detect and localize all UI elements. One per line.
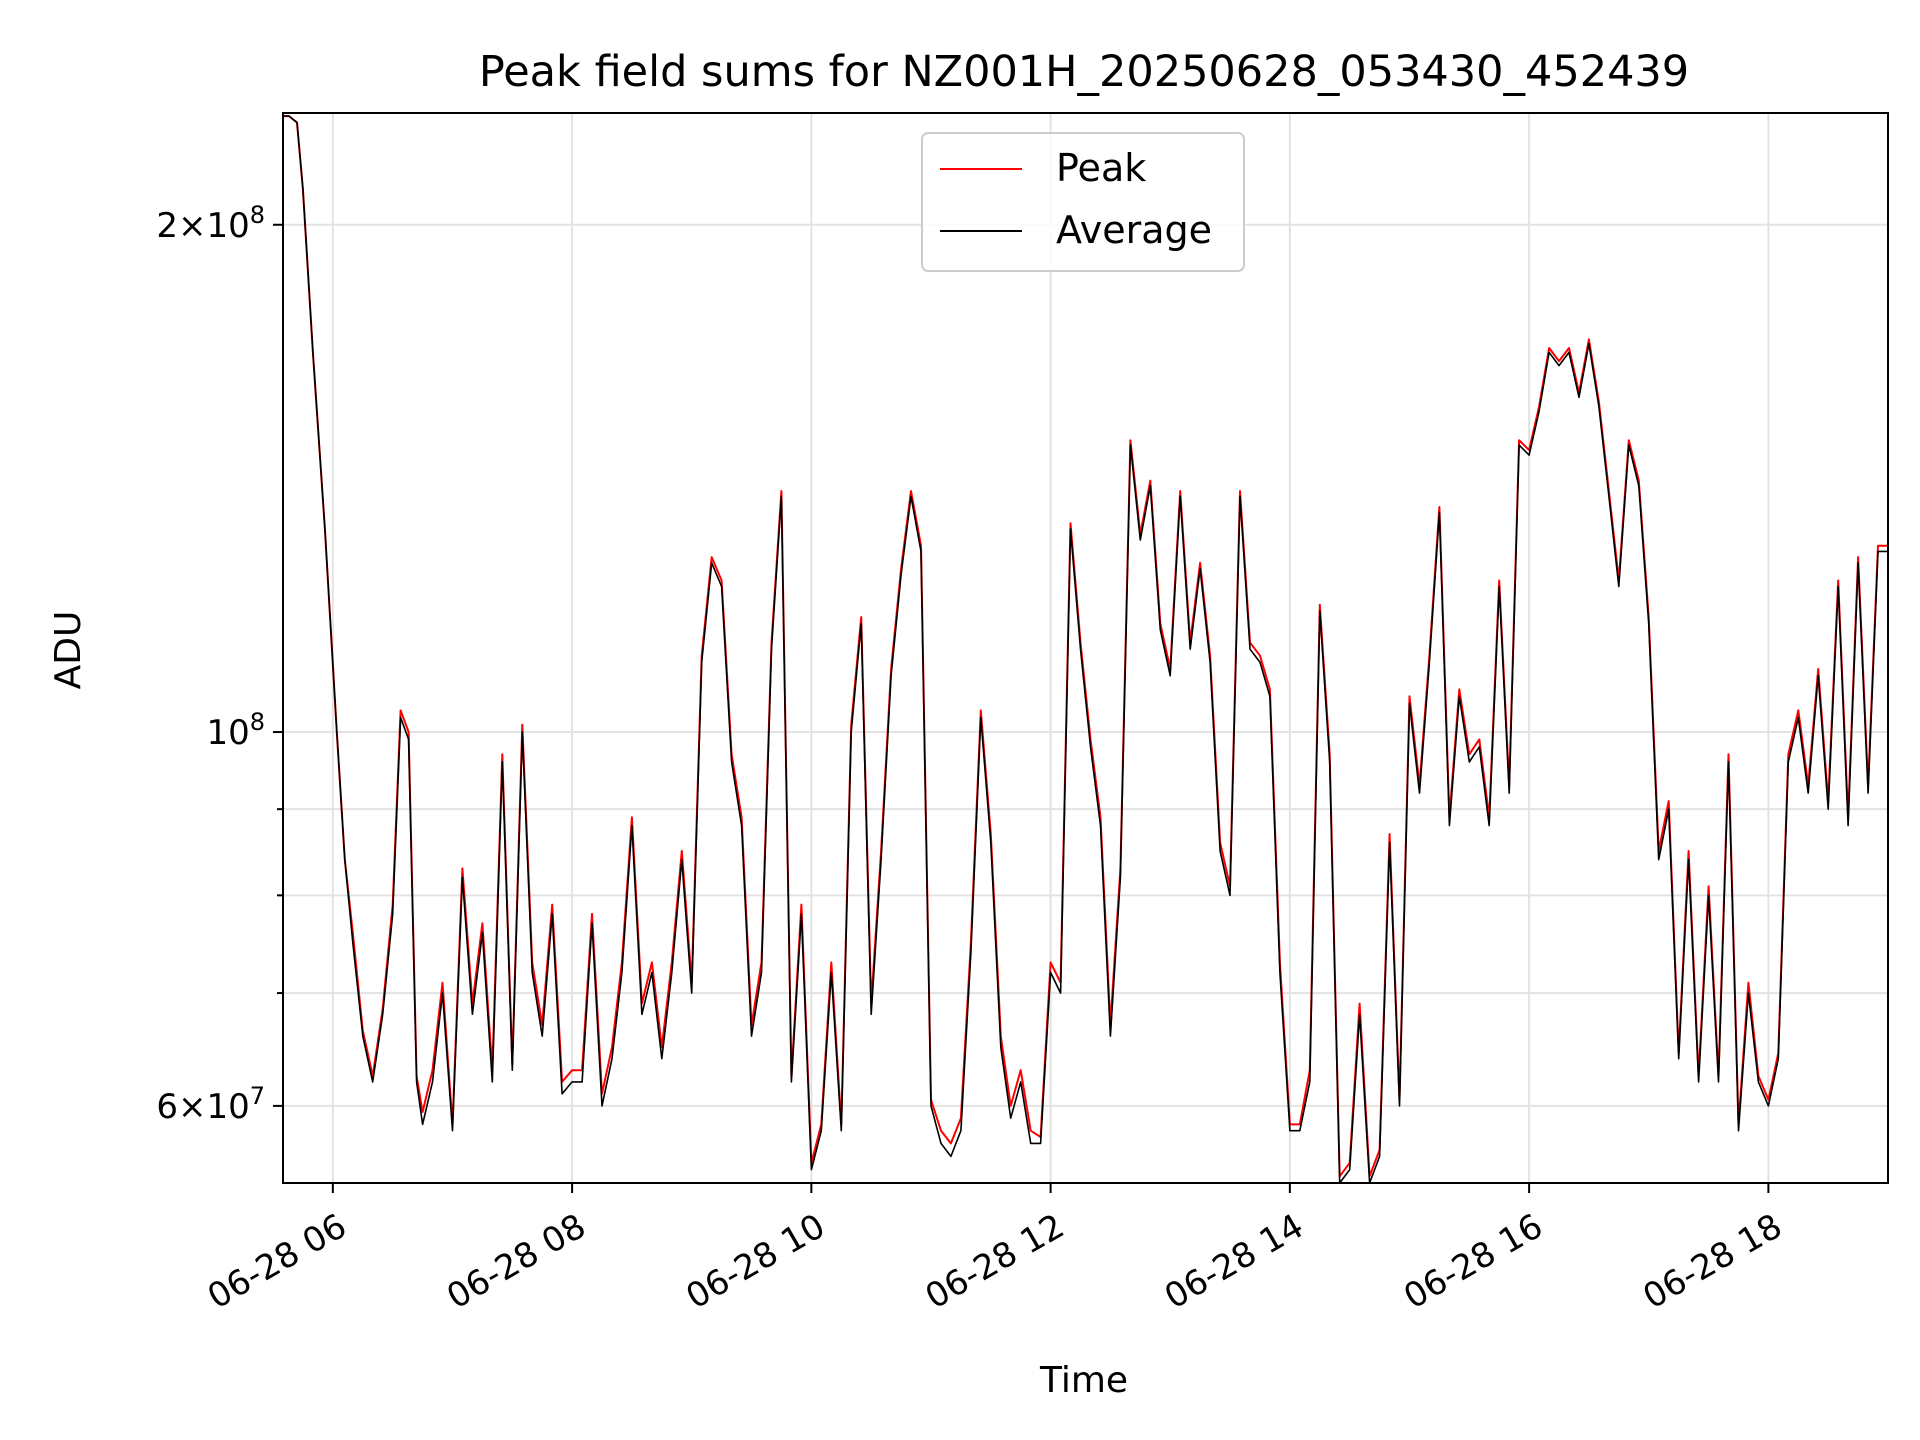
- average-series-line: [283, 115, 1888, 1184]
- y-axis-label: ADU: [48, 611, 89, 690]
- y-tick-label: 6×107: [156, 1082, 265, 1127]
- chart-title: Peak field sums for NZ001H_20250628_0534…: [479, 47, 1689, 97]
- legend: Peak Average: [921, 132, 1245, 272]
- y-tick-label: 2×108: [156, 201, 265, 246]
- series-layer: [283, 115, 1888, 1184]
- y-tick-label: 108: [206, 708, 265, 753]
- plot-frame: [282, 112, 1889, 1184]
- legend-box: [921, 132, 1245, 272]
- legend-peak-label: Peak: [1056, 146, 1146, 190]
- legend-average-label: Average: [1056, 208, 1212, 252]
- x-axis-label: Time: [1039, 1360, 1128, 1401]
- grid: [283, 113, 1888, 1183]
